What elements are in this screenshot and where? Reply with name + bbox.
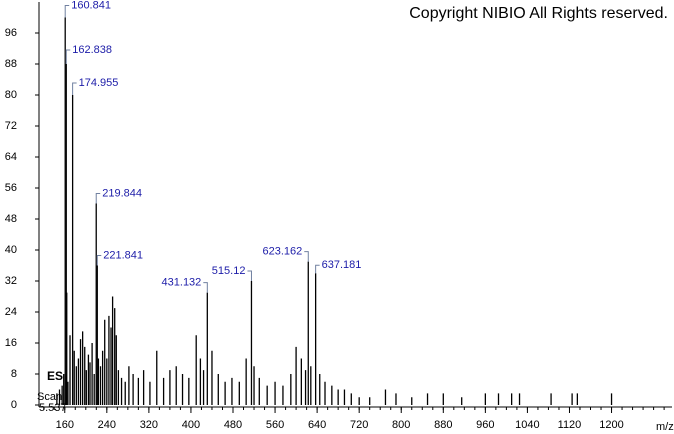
label-connector xyxy=(203,282,208,293)
peak-label: 219.844 xyxy=(102,187,142,199)
y-tick-label: 64 xyxy=(5,151,17,163)
x-tick-label: 320 xyxy=(140,419,158,431)
peak-label: 162.838 xyxy=(72,44,112,56)
label-connector xyxy=(65,49,71,64)
y-tick-label: 80 xyxy=(5,89,17,101)
label-connector xyxy=(315,264,320,274)
peak-label: 431.132 xyxy=(162,277,202,289)
peak-label: 515.12 xyxy=(212,265,246,277)
x-tick-label: 640 xyxy=(308,419,326,431)
y-tick-label: 8 xyxy=(11,368,17,380)
x-tick-label: 1040 xyxy=(515,419,539,431)
y-tick-label: 40 xyxy=(5,244,17,256)
peak-label: 637.181 xyxy=(322,259,362,271)
x-tick-label: 720 xyxy=(350,419,368,431)
peak-label: 160.841 xyxy=(71,0,111,11)
x-tick-label: 240 xyxy=(98,419,116,431)
peak-label: 623.162 xyxy=(263,246,303,258)
y-tick-label: 88 xyxy=(5,58,17,70)
x-tick-label: 560 xyxy=(266,419,284,431)
y-tick-label: 32 xyxy=(5,275,17,287)
y-tick-label: 96 xyxy=(5,27,17,39)
label-connector xyxy=(64,5,70,18)
y-tick-label: 16 xyxy=(5,337,17,349)
x-tick-label: 800 xyxy=(392,419,410,431)
peak-label: 221.841 xyxy=(103,249,143,261)
x-tick-label: 1120 xyxy=(558,419,582,431)
y-tick-label: 72 xyxy=(5,120,17,132)
x-tick-label: 400 xyxy=(182,419,200,431)
y-tick-label: 0 xyxy=(11,399,17,411)
label-connector xyxy=(95,193,101,204)
ion-mode: ES xyxy=(47,369,63,383)
x-tick-label: 480 xyxy=(224,419,242,431)
x-axis-label: m/z xyxy=(656,421,674,433)
label-connector xyxy=(72,82,77,95)
label-connector xyxy=(247,270,252,281)
y-tick-label: 24 xyxy=(5,306,17,318)
label-connector xyxy=(304,251,309,262)
x-tick-label: 160 xyxy=(56,419,74,431)
copyright: Copyright NIBIO All Rights reserved. xyxy=(409,5,668,22)
x-tick-label: 880 xyxy=(434,419,452,431)
label-connector xyxy=(96,255,102,266)
y-tick-label: 56 xyxy=(5,182,17,194)
peak-label: 174.955 xyxy=(79,77,119,89)
x-tick-label: 960 xyxy=(476,419,494,431)
y-tick-label: 48 xyxy=(5,213,17,225)
x-tick-label: 1200 xyxy=(599,419,623,431)
scan-label: Scan xyxy=(37,391,62,403)
